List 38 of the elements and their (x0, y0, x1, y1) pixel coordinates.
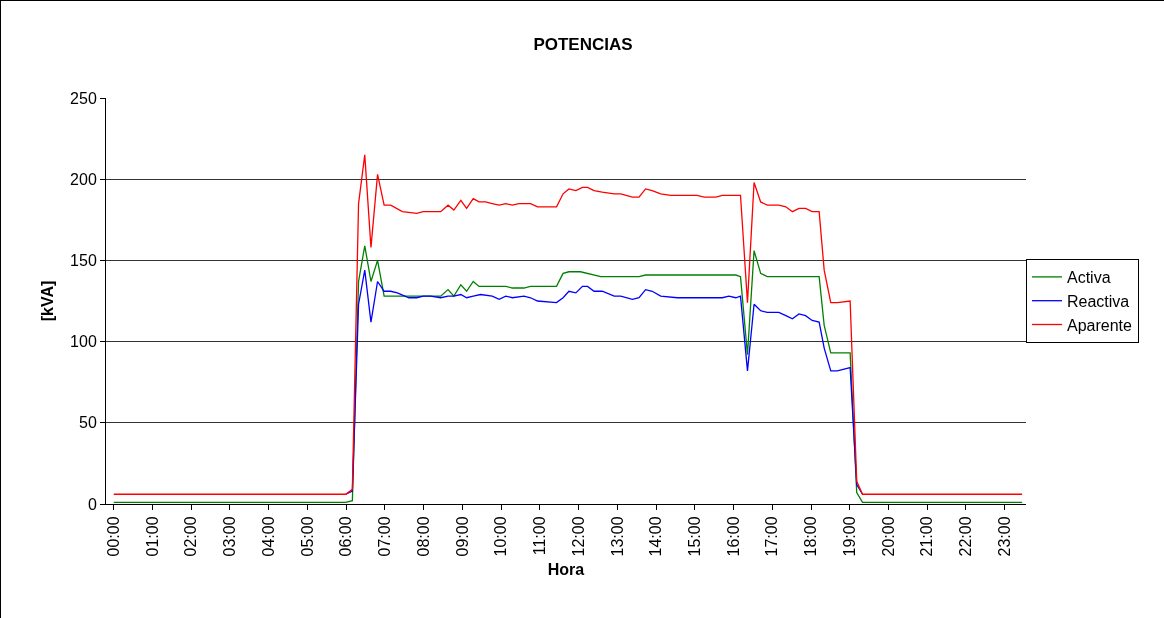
x-tick-label: 13:00 (608, 516, 626, 557)
y-tick-label: 250 (70, 89, 97, 107)
x-tick-label: 16:00 (724, 516, 742, 557)
x-tick-label: 18:00 (802, 516, 820, 557)
x-tick-label: 19:00 (840, 516, 858, 557)
x-tick-label: 02:00 (182, 516, 200, 557)
legend-label: Activa (1067, 269, 1111, 287)
x-tick-label: 23:00 (995, 516, 1013, 557)
x-tick-label: 09:00 (453, 516, 471, 557)
y-tick-label: 150 (70, 252, 97, 269)
x-tick-label: 01:00 (143, 516, 161, 557)
x-axis-title: Hora (547, 561, 585, 579)
x-tick-label: 07:00 (376, 516, 394, 557)
chart-title: POTENCIAS (533, 34, 633, 54)
x-tick-label: 10:00 (492, 516, 510, 557)
legend-label: Reactiva (1067, 292, 1130, 310)
legend-label: Aparente (1067, 316, 1133, 334)
x-tick-label: 22:00 (957, 516, 975, 557)
x-tick-label: 11:00 (531, 516, 549, 556)
line-series (113, 154, 1023, 495)
x-tick-label: 12:00 (569, 516, 587, 557)
x-tick-label: 06:00 (337, 516, 355, 557)
x-tick-label: 03:00 (221, 516, 239, 557)
x-tick-label: 04:00 (259, 516, 277, 557)
line-series (345, 269, 864, 495)
y-tick-label: 50 (79, 414, 97, 432)
x-tick-label: 05:00 (298, 516, 316, 557)
y-tick-label: 0 (87, 495, 97, 513)
x-tick-label: 08:00 (414, 516, 432, 557)
x-tick-label: 14:00 (647, 516, 665, 557)
y-tick-label: 100 (70, 333, 97, 351)
x-tick-label: 17:00 (763, 516, 781, 557)
x-tick-label: 00:00 (104, 516, 122, 557)
x-tick-label: 20:00 (879, 516, 897, 557)
y-axis-title: [kVA] (39, 280, 56, 322)
x-tick-label: 15:00 (686, 516, 703, 557)
x-tick-label: 21:00 (918, 516, 936, 557)
y-tick-label: 200 (70, 170, 97, 188)
